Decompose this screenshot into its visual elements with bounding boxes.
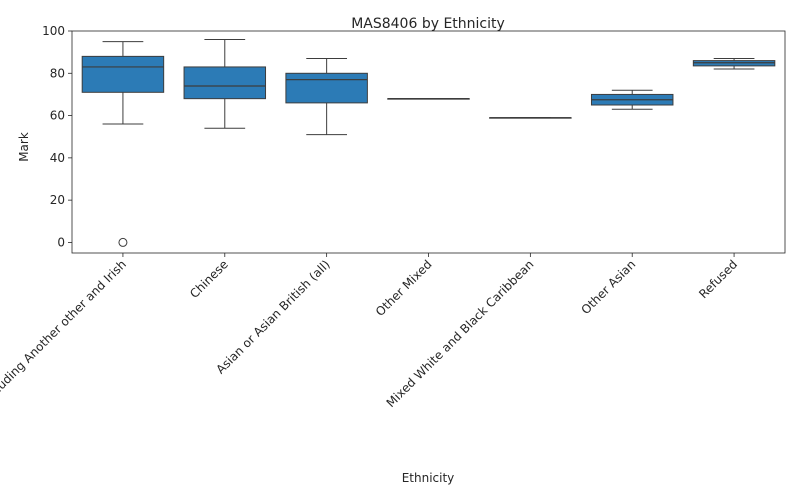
y-tick-label: 0 bbox=[57, 235, 65, 249]
y-axis-label: Mark bbox=[17, 132, 31, 162]
box-iqr bbox=[285, 72, 368, 104]
outlier-point bbox=[118, 237, 128, 247]
y-tick-label: 100 bbox=[42, 24, 65, 38]
y-tick-label: 40 bbox=[50, 151, 65, 165]
y-tick-label: 20 bbox=[50, 193, 65, 207]
chart-title: MAS8406 by Ethnicity bbox=[351, 16, 505, 32]
box-iqr bbox=[183, 66, 267, 100]
y-tick-label: 80 bbox=[50, 66, 65, 80]
y-tick-label: 60 bbox=[50, 109, 65, 123]
box-iqr bbox=[81, 55, 165, 93]
axes-frame bbox=[71, 30, 786, 254]
x-axis-label: Ethnicity bbox=[402, 471, 455, 485]
